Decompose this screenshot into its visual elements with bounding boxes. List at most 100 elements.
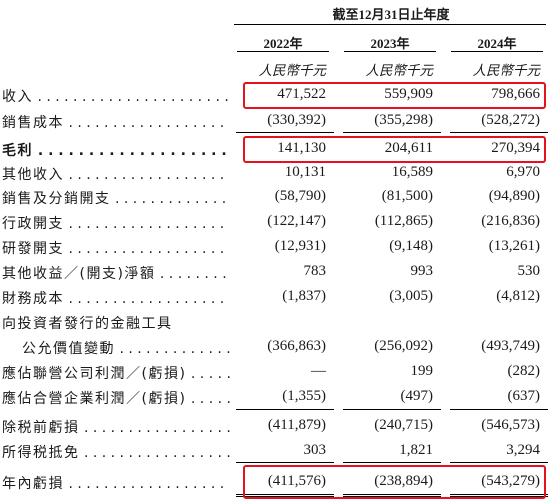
cell-2023: 1,821	[399, 442, 433, 458]
unit-label-2022: 人民幣千元	[258, 63, 327, 79]
cell-2024: 798,666	[491, 86, 540, 102]
cell-2024: (546,573)	[481, 417, 540, 433]
cell-2023: (81,500)	[381, 188, 433, 204]
row-revenue: 收入 471,522 559,909 798,666	[0, 83, 550, 107]
highlight-box-loss-for-year	[243, 465, 546, 499]
cell-2022: (58,790)	[274, 188, 326, 204]
cell-2022: (366,863)	[267, 338, 326, 354]
row-income-tax-credit: 所得税抵免 303 1,821 3,294	[0, 439, 550, 463]
year-header-2022: 2022年	[237, 33, 329, 52]
header-rule	[234, 24, 546, 25]
row-finance-costs: 財務成本 (1,837) (3,005) (4,812)	[0, 285, 550, 309]
cell-2022: —	[311, 363, 326, 379]
cell-2024: (13,261)	[488, 238, 540, 254]
cell-2024: 270,394	[491, 140, 540, 156]
row-label: 公允價值變動	[22, 338, 230, 358]
cell-2022: (1,837)	[282, 288, 326, 304]
row-label: 應佔合營企業利潤／(虧損)	[2, 388, 230, 408]
row-label: 年內虧損	[2, 473, 230, 493]
cell-2023: 16,589	[391, 164, 433, 180]
cell-2022: 141,130	[277, 140, 326, 156]
row-label: 銷售及分銷開支	[2, 188, 230, 208]
cell-2022: (411,879)	[267, 417, 326, 433]
cell-2022: 783	[303, 263, 327, 279]
row-share-of-joint-ventures: 應佔合營企業利潤／(虧損) (1,355) (497) (637)	[0, 385, 550, 409]
row-label: 其他收益／(開支)淨額	[2, 263, 230, 283]
cell-2023: 559,909	[384, 86, 433, 102]
subtotal-rule	[450, 409, 548, 410]
row-label: 收入	[2, 86, 230, 106]
cell-2022: 10,131	[284, 164, 326, 180]
cell-2024: 3,294	[506, 442, 540, 458]
cell-2024: 6,970	[506, 164, 540, 180]
subtotal-rule	[343, 132, 441, 133]
row-admin-expenses: 行政開支 (122,147) (112,865) (216,836)	[0, 210, 550, 234]
row-label: 財務成本	[2, 288, 230, 308]
subtotal-rule	[343, 462, 441, 463]
row-loss-for-year: 年內虧損 (411,576) (238,894) (543,279)	[0, 470, 550, 494]
row-gross-profit: 毛利 141,130 204,611 270,394	[0, 137, 550, 161]
year-header-2024: 2024年	[451, 33, 543, 52]
row-other-gains: 其他收益／(開支)淨額 783 993 530	[0, 260, 550, 284]
row-label: 行政開支	[2, 213, 230, 233]
cell-2023: (3,005)	[389, 288, 433, 304]
cell-2024: (493,749)	[481, 338, 540, 354]
row-label: 銷售成本	[2, 112, 230, 132]
row-financial-instruments-heading: 向投資者發行的金融工具	[0, 310, 550, 334]
total-double-rule	[450, 494, 548, 497]
unit-label-2023: 人民幣千元	[365, 63, 434, 79]
cell-2023: (497)	[400, 388, 434, 404]
row-cost-of-sales: 銷售成本 (330,392) (355,298) (528,272)	[0, 109, 550, 133]
cell-2022: 303	[303, 442, 327, 458]
subtotal-rule	[343, 409, 441, 410]
cell-2023: (256,092)	[374, 338, 433, 354]
total-double-rule	[343, 494, 441, 497]
cell-2024: (216,836)	[481, 213, 540, 229]
total-double-rule	[236, 494, 334, 497]
row-label: 其他收入	[2, 164, 230, 184]
row-fair-value-change: 公允價值變動 (366,863) (256,092) (493,749)	[0, 335, 550, 359]
subtotal-rule	[450, 462, 548, 463]
cell-2023: (355,298)	[374, 112, 433, 128]
highlight-box-revenue	[243, 82, 546, 109]
cell-2022: 471,522	[277, 86, 326, 102]
row-label: 毛利	[2, 140, 230, 160]
cell-2024: (4,812)	[496, 288, 540, 304]
cell-2023: (240,715)	[374, 417, 433, 433]
row-label: 所得税抵免	[2, 442, 230, 462]
cell-2024: (543,279)	[481, 473, 540, 489]
cell-2022: (1,355)	[282, 388, 326, 404]
row-label: 除税前虧損	[2, 417, 230, 437]
cell-2023: 993	[410, 263, 434, 279]
row-label: 應佔聯營公司利潤／(虧損)	[2, 363, 230, 383]
cell-2024: (94,890)	[488, 188, 540, 204]
cell-2024: 530	[517, 263, 541, 279]
cell-2023: 204,611	[384, 140, 433, 156]
cell-2022: (330,392)	[267, 112, 326, 128]
year-header-2023: 2023年	[344, 33, 436, 52]
row-selling-expenses: 銷售及分銷開支 (58,790) (81,500) (94,890)	[0, 185, 550, 209]
row-other-income: 其他收入 10,131 16,589 6,970	[0, 161, 550, 185]
cell-2024: (528,272)	[481, 112, 540, 128]
subtotal-rule	[236, 132, 334, 133]
row-loss-before-tax: 除税前虧損 (411,879) (240,715) (546,573)	[0, 414, 550, 438]
row-share-of-associates: 應佔聯營公司利潤／(虧損) — 199 (282)	[0, 360, 550, 384]
subtotal-rule	[236, 409, 334, 410]
row-label: 向投資者發行的金融工具	[2, 316, 173, 332]
subtotal-rule	[450, 132, 548, 133]
cell-2022: (122,147)	[267, 213, 326, 229]
unit-label-2024: 人民幣千元	[472, 63, 541, 79]
row-rnd-expenses: 研發開支 (12,931) (9,148) (13,261)	[0, 235, 550, 259]
subtotal-rule	[236, 462, 334, 463]
highlight-box-gross-profit	[243, 136, 546, 163]
cell-2023: (238,894)	[374, 473, 433, 489]
cell-2022: (12,931)	[274, 238, 326, 254]
cell-2023: (112,865)	[374, 213, 433, 229]
cell-2023: (9,148)	[389, 238, 433, 254]
cell-2024: (637)	[507, 388, 541, 404]
period-header: 截至12月31日止年度	[332, 7, 450, 22]
row-label: 研發開支	[2, 238, 230, 258]
cell-2022: (411,576)	[267, 473, 326, 489]
cell-2024: (282)	[507, 363, 541, 379]
cell-2023: 199	[410, 363, 434, 379]
